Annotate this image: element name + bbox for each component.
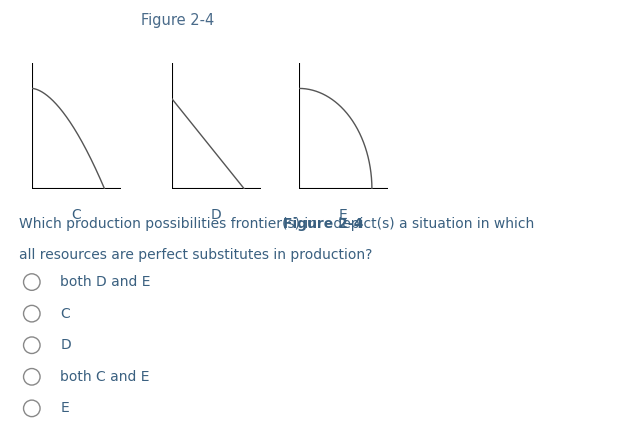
Text: both D and E: both D and E xyxy=(60,275,151,289)
Text: E: E xyxy=(339,208,348,222)
Text: E: E xyxy=(60,401,69,416)
Text: depict(s) a situation in which: depict(s) a situation in which xyxy=(329,217,534,231)
Text: Which production possibilities frontier(s) in: Which production possibilities frontier(… xyxy=(19,217,321,231)
Text: C: C xyxy=(71,208,81,222)
Text: Figure 2-4: Figure 2-4 xyxy=(283,217,363,231)
Text: C: C xyxy=(60,306,70,321)
Text: all resources are perfect substitutes in production?: all resources are perfect substitutes in… xyxy=(19,248,373,262)
Text: D: D xyxy=(60,338,71,352)
Text: D: D xyxy=(211,208,221,222)
Text: Figure 2-4: Figure 2-4 xyxy=(141,13,215,28)
Text: both C and E: both C and E xyxy=(60,370,150,384)
